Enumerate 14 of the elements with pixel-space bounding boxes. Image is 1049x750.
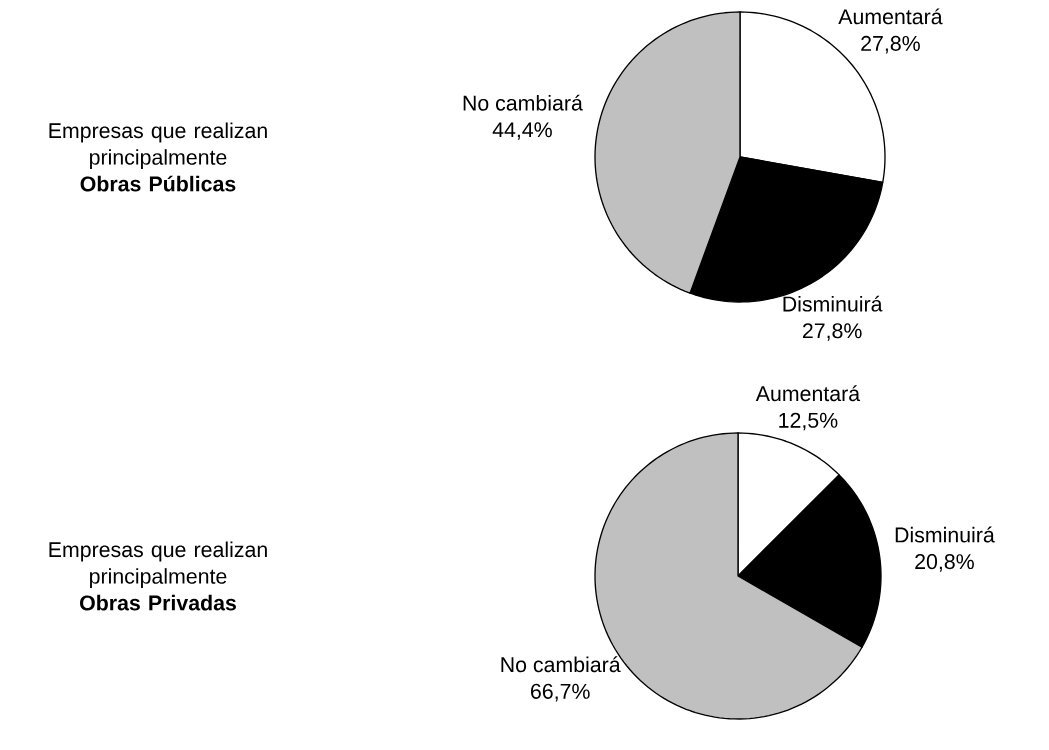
data-label: 12,5% xyxy=(779,412,838,431)
slice-label: Disminuirá xyxy=(895,526,995,543)
text: Empresas que realizan principalmente Obras Públicas xyxy=(49,122,267,192)
data-label: 20,8% xyxy=(915,554,974,572)
slice-label: Aumentará xyxy=(755,385,861,402)
data-label: 27,8% xyxy=(861,35,920,54)
data-label: 27,8% xyxy=(802,323,862,341)
slice-label: No cambiará xyxy=(463,94,583,111)
data-label: 66,7% xyxy=(531,683,590,702)
text: Empresas que realizan principalmente Obras Privadas xyxy=(49,541,267,611)
slice-label: Disminuirá xyxy=(783,295,883,312)
slice-label: No cambiará xyxy=(501,656,621,673)
data-label: 44,4% xyxy=(492,122,552,140)
slice-label: Aumentará xyxy=(838,8,943,25)
